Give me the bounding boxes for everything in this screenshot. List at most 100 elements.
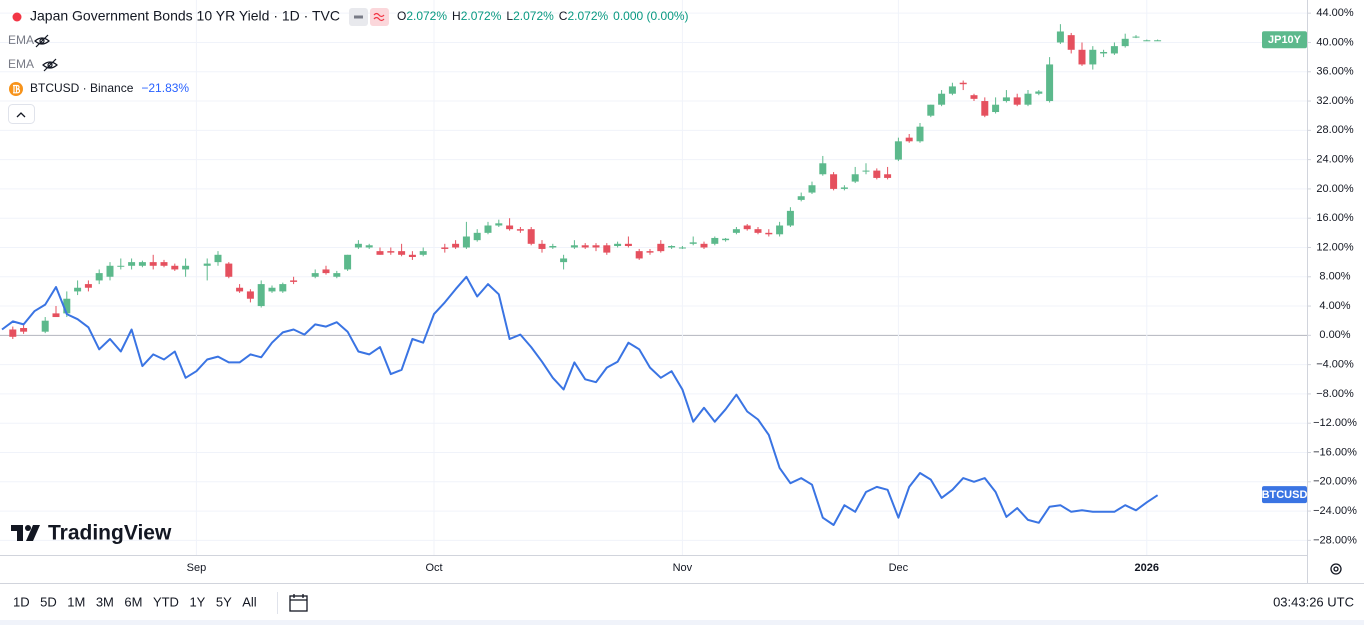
logo-mark bbox=[11, 525, 40, 541]
candle-body bbox=[614, 243, 622, 247]
ohlc-key: C bbox=[559, 9, 568, 23]
candle-body bbox=[63, 298, 71, 314]
y-tick-label: −24.00% bbox=[1313, 505, 1357, 517]
candle-body bbox=[52, 313, 60, 318]
grid bbox=[0, 0, 1307, 555]
range-button[interactable]: 1M bbox=[67, 594, 85, 609]
candle-body bbox=[905, 137, 913, 142]
indicator-name: EMA bbox=[8, 57, 34, 71]
ohlc-key: H bbox=[452, 9, 461, 23]
line-series bbox=[1, 275, 1159, 526]
candle-body bbox=[408, 254, 416, 257]
candle-body bbox=[473, 232, 481, 241]
candle-body bbox=[1013, 97, 1021, 105]
candle-body bbox=[20, 328, 28, 332]
candle-body bbox=[376, 251, 384, 255]
candle-body bbox=[441, 247, 449, 249]
range-button[interactable]: 3M bbox=[96, 594, 114, 609]
candle-body bbox=[678, 247, 686, 249]
candle-body bbox=[581, 245, 589, 248]
x-tick-label: Dec bbox=[889, 562, 909, 574]
range-button[interactable]: YTD bbox=[153, 594, 179, 609]
candle-body bbox=[203, 263, 211, 266]
candle-body bbox=[225, 263, 233, 277]
candle-body bbox=[884, 174, 892, 178]
candle-body bbox=[668, 246, 676, 248]
range-button[interactable]: All bbox=[242, 594, 257, 609]
y-tick-label: 4.00% bbox=[1319, 300, 1350, 312]
candle-body bbox=[819, 163, 827, 175]
range-button[interactable]: 5Y bbox=[216, 594, 232, 609]
plot bbox=[1, 24, 1162, 526]
x-tick-label: 2026 bbox=[1135, 562, 1159, 574]
range-button[interactable]: 1Y bbox=[189, 594, 205, 609]
compare-change: −21.83% bbox=[141, 81, 189, 95]
candle-body bbox=[700, 243, 708, 248]
candle-body bbox=[560, 258, 568, 263]
y-tick-label: 12.00% bbox=[1316, 241, 1354, 253]
x-tick-label: Oct bbox=[425, 562, 442, 574]
header-button-glyph bbox=[373, 12, 385, 22]
collapse-chevron bbox=[16, 112, 26, 118]
candle-body bbox=[1089, 49, 1097, 65]
candle-body bbox=[743, 225, 751, 230]
ohlc-value: 2.072% bbox=[461, 9, 502, 23]
settings-icon[interactable] bbox=[1330, 563, 1342, 575]
candle-body bbox=[873, 170, 881, 178]
bottom-strip bbox=[0, 620, 1364, 625]
candle-body bbox=[570, 245, 578, 248]
candle-body bbox=[646, 251, 654, 253]
candle-body bbox=[938, 93, 946, 105]
candle-body bbox=[290, 280, 298, 282]
candle-body bbox=[9, 329, 17, 337]
candle-body bbox=[1002, 97, 1010, 102]
candle-body bbox=[948, 86, 956, 94]
candle-body bbox=[365, 245, 373, 248]
candle-body bbox=[603, 245, 611, 253]
candle-body bbox=[959, 82, 967, 85]
y-tick-label: 36.00% bbox=[1316, 66, 1354, 78]
candle-body bbox=[516, 229, 524, 231]
candle-body bbox=[344, 254, 352, 270]
y-tick-label: −28.00% bbox=[1313, 534, 1357, 546]
candle-body bbox=[84, 284, 92, 288]
candle-body bbox=[549, 246, 557, 248]
candle-body bbox=[41, 320, 49, 332]
overlay: Japan Government Bonds 10 YR Yield · 1D … bbox=[8, 7, 1357, 614]
calendar-icon[interactable] bbox=[289, 594, 308, 612]
y-tick-label: 16.00% bbox=[1316, 212, 1354, 224]
candle-body bbox=[149, 262, 157, 266]
candle-body bbox=[657, 243, 665, 252]
candle-body bbox=[257, 284, 265, 307]
ohlc-value: 2.072% bbox=[513, 9, 554, 23]
candle-body bbox=[830, 174, 838, 189]
eye-icon[interactable] bbox=[42, 58, 58, 72]
price-label-box bbox=[1262, 486, 1307, 504]
range-button[interactable]: 5D bbox=[40, 594, 57, 609]
candle-body bbox=[927, 104, 935, 116]
candle-body bbox=[311, 273, 319, 277]
eye-icon[interactable] bbox=[34, 34, 50, 48]
candle-body bbox=[916, 126, 924, 142]
y-tick-label: −16.00% bbox=[1313, 446, 1357, 458]
range-button[interactable]: 1D bbox=[13, 594, 30, 609]
candle-body bbox=[1024, 93, 1032, 105]
candle-body bbox=[1056, 31, 1064, 43]
candle-body bbox=[1078, 49, 1086, 65]
candle-body bbox=[635, 251, 643, 259]
x-tick-label: Sep bbox=[187, 562, 207, 574]
candle-body bbox=[398, 251, 406, 255]
y-tick-label: 24.00% bbox=[1316, 154, 1354, 166]
candle-body bbox=[138, 262, 146, 266]
candle-body bbox=[354, 243, 362, 248]
range-button[interactable]: 6M bbox=[124, 594, 142, 609]
candle-body bbox=[506, 225, 514, 230]
status-dot bbox=[12, 12, 22, 22]
ohlc-key: O bbox=[397, 9, 406, 23]
candle-body bbox=[246, 291, 254, 299]
price-label-box bbox=[1262, 31, 1307, 49]
candle-body bbox=[462, 236, 470, 248]
candle-body bbox=[1035, 91, 1043, 94]
y-tick-label: 28.00% bbox=[1316, 124, 1354, 136]
